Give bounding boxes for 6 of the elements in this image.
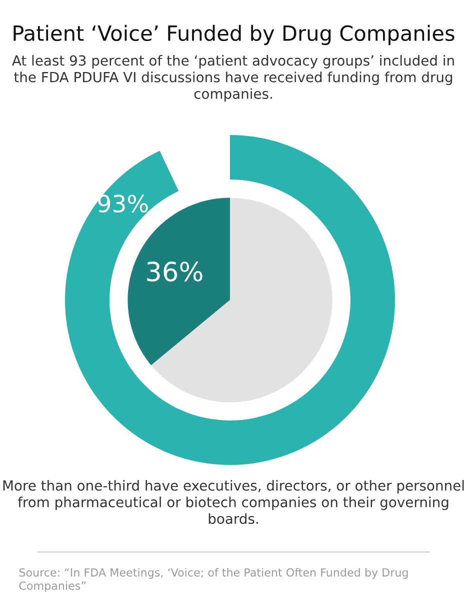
data-label: 36% — [147, 262, 202, 282]
text: More than one-third have executives, directors, or other personnel from pharmaceutical or biotech companies on their governing boards. — [3, 480, 464, 524]
source-note: Source: “In FDA Meetings, ‘Voice; of the Patient Often Funded by Drug Companies” — [19, 568, 408, 592]
chart-subtitle: At least 93 percent of the ‘patient advocacy groups’ included in the FDA PDUFA VI discussions have received funding from drug companies. — [12, 55, 454, 102]
chart-title: Patient ‘Voice’ Funded by Drug Companies — [14, 24, 454, 46]
data-label: 93% — [98, 194, 148, 213]
